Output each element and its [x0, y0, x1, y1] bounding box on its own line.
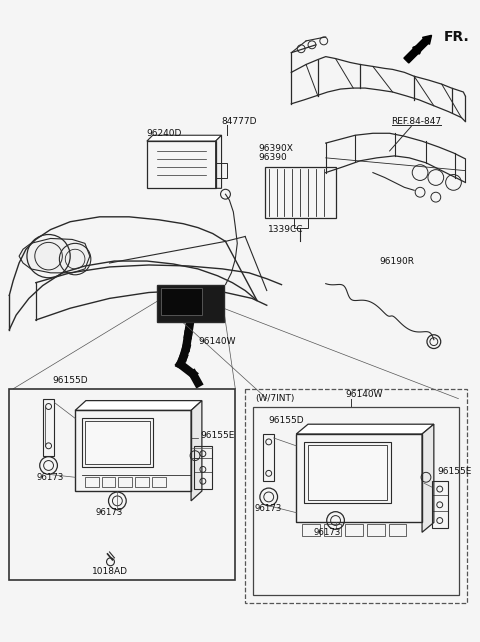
Text: 96173: 96173 [96, 508, 123, 517]
Bar [389, 525, 407, 536]
Bar [194, 446, 212, 489]
Text: 96155E: 96155E [438, 467, 472, 476]
FancyArrow shape [404, 35, 432, 63]
Bar [119, 477, 132, 487]
Bar [156, 284, 224, 322]
Bar [102, 477, 115, 487]
Polygon shape [147, 135, 222, 141]
Text: 96173: 96173 [314, 528, 341, 537]
Bar [346, 525, 363, 536]
Bar [263, 434, 274, 482]
Bar [265, 167, 336, 218]
Bar [367, 525, 384, 536]
Text: 96140W: 96140W [346, 390, 383, 399]
Polygon shape [422, 424, 434, 532]
Bar [82, 419, 153, 467]
Bar [161, 288, 202, 315]
Text: FR.: FR. [444, 30, 469, 44]
Text: 96190R: 96190R [380, 257, 415, 266]
Polygon shape [216, 135, 222, 188]
Text: 1339CC: 1339CC [268, 225, 303, 234]
Polygon shape [19, 238, 90, 273]
Bar [304, 442, 391, 503]
Bar [302, 525, 320, 536]
Polygon shape [75, 401, 202, 410]
Text: 96390: 96390 [258, 153, 287, 162]
Bar [75, 410, 191, 491]
Text: (W/7INT): (W/7INT) [255, 394, 294, 403]
Text: REF.84-847: REF.84-847 [392, 117, 442, 126]
Bar [147, 141, 216, 188]
Text: 96155E: 96155E [200, 431, 234, 440]
Polygon shape [296, 424, 434, 434]
Bar [294, 218, 308, 228]
Text: 84777D: 84777D [222, 117, 257, 126]
Bar [216, 163, 228, 178]
Text: 96155D: 96155D [52, 376, 88, 385]
Text: 96173: 96173 [37, 473, 64, 482]
Bar [135, 477, 149, 487]
Bar [296, 434, 422, 523]
Bar [253, 406, 459, 595]
Text: 96155D: 96155D [269, 416, 304, 425]
Polygon shape [191, 401, 202, 501]
Text: 96140W: 96140W [198, 337, 236, 346]
Bar [85, 421, 150, 465]
Bar [432, 482, 448, 528]
Bar [85, 477, 99, 487]
Text: 1018AD: 1018AD [92, 567, 128, 576]
Text: 96173: 96173 [255, 504, 282, 513]
Bar [324, 525, 341, 536]
Text: 96240D: 96240D [147, 129, 182, 138]
Bar [152, 477, 166, 487]
Bar [43, 399, 54, 456]
Bar [308, 445, 387, 500]
Text: 96390X: 96390X [258, 144, 293, 153]
Bar [9, 389, 235, 580]
Bar [245, 389, 467, 603]
